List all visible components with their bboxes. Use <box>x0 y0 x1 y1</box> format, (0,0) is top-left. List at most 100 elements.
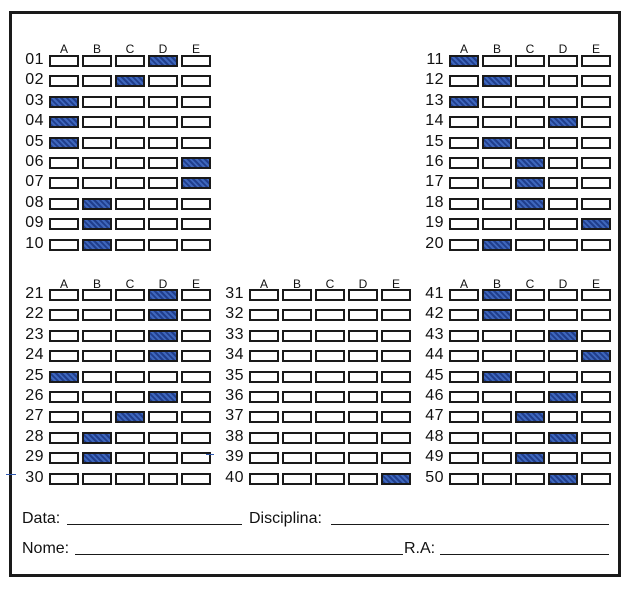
answer-bubble-22-a[interactable] <box>49 309 79 322</box>
answer-bubble-20-b[interactable] <box>482 238 512 251</box>
answer-bubble-16-a[interactable] <box>449 157 479 169</box>
answer-bubble-18-d[interactable] <box>548 197 578 210</box>
answer-bubble-19-b[interactable] <box>482 218 512 231</box>
answer-bubble-08-b[interactable] <box>82 197 112 210</box>
answer-bubble-29-b[interactable] <box>82 452 112 465</box>
answer-bubble-03-e[interactable] <box>181 95 211 108</box>
answer-bubble-47-e[interactable] <box>581 411 611 424</box>
answer-bubble-07-a[interactable] <box>49 177 79 190</box>
answer-bubble-28-a[interactable] <box>49 431 79 444</box>
answer-bubble-22-d[interactable] <box>148 309 178 322</box>
answer-bubble-06-e[interactable] <box>181 157 211 169</box>
answer-bubble-47-d[interactable] <box>548 411 578 424</box>
answer-bubble-31-d[interactable] <box>348 289 378 301</box>
answer-bubble-11-d[interactable] <box>548 55 578 67</box>
answer-bubble-28-e[interactable] <box>181 431 211 444</box>
answer-bubble-18-a[interactable] <box>449 197 479 210</box>
answer-bubble-14-a[interactable] <box>449 116 479 129</box>
answer-bubble-17-a[interactable] <box>449 177 479 190</box>
answer-bubble-20-c[interactable] <box>515 238 545 251</box>
answer-bubble-32-b[interactable] <box>282 309 312 322</box>
answer-bubble-27-c[interactable] <box>115 411 145 424</box>
answer-bubble-12-b[interactable] <box>482 75 512 88</box>
answer-bubble-38-e[interactable] <box>381 431 411 444</box>
answer-bubble-39-c[interactable] <box>315 452 345 465</box>
answer-bubble-21-a[interactable] <box>49 289 79 301</box>
answer-bubble-21-e[interactable] <box>181 289 211 301</box>
answer-bubble-24-e[interactable] <box>181 350 211 363</box>
answer-bubble-34-c[interactable] <box>315 350 345 363</box>
answer-bubble-31-c[interactable] <box>315 289 345 301</box>
answer-bubble-45-e[interactable] <box>581 370 611 383</box>
answer-bubble-23-c[interactable] <box>115 329 145 342</box>
answer-bubble-22-e[interactable] <box>181 309 211 322</box>
answer-bubble-49-a[interactable] <box>449 452 479 465</box>
answer-bubble-30-d[interactable] <box>148 472 178 485</box>
answer-bubble-21-c[interactable] <box>115 289 145 301</box>
answer-bubble-09-a[interactable] <box>49 218 79 231</box>
answer-bubble-09-b[interactable] <box>82 218 112 231</box>
answer-bubble-35-c[interactable] <box>315 370 345 383</box>
answer-bubble-03-d[interactable] <box>148 95 178 108</box>
answer-bubble-05-b[interactable] <box>82 136 112 149</box>
answer-bubble-40-d[interactable] <box>348 472 378 485</box>
answer-bubble-15-c[interactable] <box>515 136 545 149</box>
answer-bubble-44-e[interactable] <box>581 350 611 363</box>
answer-bubble-12-d[interactable] <box>548 75 578 88</box>
answer-bubble-27-d[interactable] <box>148 411 178 424</box>
answer-bubble-14-c[interactable] <box>515 116 545 129</box>
answer-bubble-35-b[interactable] <box>282 370 312 383</box>
answer-bubble-30-e[interactable] <box>181 472 211 485</box>
answer-bubble-41-b[interactable] <box>482 289 512 301</box>
answer-bubble-33-b[interactable] <box>282 329 312 342</box>
answer-bubble-03-c[interactable] <box>115 95 145 108</box>
answer-bubble-06-b[interactable] <box>82 157 112 169</box>
answer-bubble-40-a[interactable] <box>249 472 279 485</box>
answer-bubble-41-c[interactable] <box>515 289 545 301</box>
answer-bubble-15-d[interactable] <box>548 136 578 149</box>
answer-bubble-39-d[interactable] <box>348 452 378 465</box>
answer-bubble-26-c[interactable] <box>115 391 145 403</box>
answer-bubble-34-b[interactable] <box>282 350 312 363</box>
answer-bubble-01-c[interactable] <box>115 55 145 67</box>
answer-bubble-07-b[interactable] <box>82 177 112 190</box>
answer-bubble-15-a[interactable] <box>449 136 479 149</box>
answer-bubble-50-a[interactable] <box>449 472 479 485</box>
answer-bubble-29-a[interactable] <box>49 452 79 465</box>
answer-bubble-48-d[interactable] <box>548 431 578 444</box>
answer-bubble-26-b[interactable] <box>82 391 112 403</box>
answer-bubble-31-e[interactable] <box>381 289 411 301</box>
answer-bubble-32-c[interactable] <box>315 309 345 322</box>
answer-bubble-16-e[interactable] <box>581 157 611 169</box>
answer-bubble-22-c[interactable] <box>115 309 145 322</box>
answer-bubble-40-e[interactable] <box>381 472 411 485</box>
answer-bubble-26-a[interactable] <box>49 391 79 403</box>
answer-bubble-48-b[interactable] <box>482 431 512 444</box>
answer-bubble-28-c[interactable] <box>115 431 145 444</box>
answer-bubble-32-d[interactable] <box>348 309 378 322</box>
answer-bubble-20-e[interactable] <box>581 238 611 251</box>
answer-bubble-26-d[interactable] <box>148 391 178 403</box>
answer-bubble-18-b[interactable] <box>482 197 512 210</box>
answer-bubble-14-e[interactable] <box>581 116 611 129</box>
answer-bubble-06-c[interactable] <box>115 157 145 169</box>
answer-bubble-43-e[interactable] <box>581 329 611 342</box>
answer-bubble-38-c[interactable] <box>315 431 345 444</box>
answer-bubble-20-d[interactable] <box>548 238 578 251</box>
nome-field[interactable] <box>75 554 403 555</box>
answer-bubble-44-d[interactable] <box>548 350 578 363</box>
answer-bubble-33-e[interactable] <box>381 329 411 342</box>
answer-bubble-49-e[interactable] <box>581 452 611 465</box>
answer-bubble-13-d[interactable] <box>548 95 578 108</box>
answer-bubble-09-e[interactable] <box>181 218 211 231</box>
answer-bubble-41-e[interactable] <box>581 289 611 301</box>
answer-bubble-05-e[interactable] <box>181 136 211 149</box>
answer-bubble-03-a[interactable] <box>49 95 79 108</box>
answer-bubble-06-a[interactable] <box>49 157 79 169</box>
answer-bubble-33-d[interactable] <box>348 329 378 342</box>
answer-bubble-17-e[interactable] <box>581 177 611 190</box>
answer-bubble-39-a[interactable] <box>249 452 279 465</box>
answer-bubble-30-c[interactable] <box>115 472 145 485</box>
answer-bubble-20-a[interactable] <box>449 238 479 251</box>
answer-bubble-33-c[interactable] <box>315 329 345 342</box>
